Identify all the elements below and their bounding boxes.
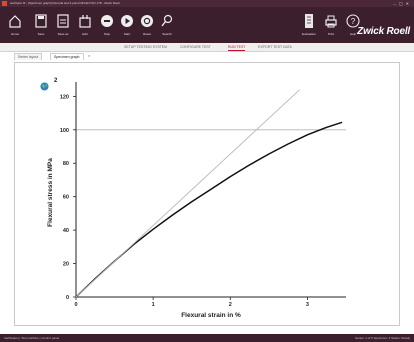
subtab-specimen-graph[interactable]: Specimen graph — [50, 53, 84, 60]
evaluation-label: Evaluation — [301, 32, 316, 36]
print-button[interactable]: Print — [322, 11, 340, 41]
help-button[interactable]: ? Help — [344, 11, 362, 41]
tab-configure-test[interactable]: CONFIGURE TEST — [180, 45, 211, 49]
stress-strain-curve — [75, 121, 343, 298]
workflow-tabs: SETUP TESTING SYSTEM CONFIGURE TEST RUN … — [0, 43, 414, 52]
help-icon: ? — [346, 14, 360, 28]
reset-label: Reset — [143, 32, 151, 36]
svg-text:?: ? — [351, 17, 356, 26]
window-controls[interactable]: –▢✕ — [393, 1, 412, 6]
document-icon — [305, 14, 313, 28]
y-tick-label: 120 — [60, 94, 69, 100]
edit-label: Edit — [82, 32, 88, 36]
save-button[interactable]: Save — [32, 11, 50, 41]
start-label: Start — [123, 32, 131, 36]
help-label: Help — [349, 32, 357, 36]
x-tick-label: 2 — [229, 302, 232, 308]
save-as-button[interactable]: Save as — [54, 11, 72, 41]
brand-logo: Zwick Roell — [357, 26, 410, 37]
home-icon — [9, 15, 21, 28]
globe-icon[interactable] — [40, 82, 49, 91]
title-bar: testXpert III - [Specimen graph] Flexura… — [0, 0, 414, 7]
save-as-icon — [57, 14, 69, 28]
save-as-label: Save as — [57, 32, 69, 36]
status-bar: Verification | Test machine | Control pa… — [0, 334, 414, 342]
printer-icon — [325, 15, 337, 28]
evaluation-button[interactable]: Evaluation — [300, 11, 318, 41]
app-icon — [2, 1, 7, 6]
x-tick-label: 3 — [306, 302, 309, 308]
window-title: testXpert III - [Specimen graph] Flexura… — [10, 1, 120, 5]
home-label: Home — [10, 32, 19, 36]
ribbon-toolbar: Home Save Save as Edit Stop Start Reset … — [0, 7, 414, 43]
x-tick-label: 1 — [152, 302, 155, 308]
tangent-line — [75, 89, 301, 298]
edit-icon — [79, 15, 91, 28]
save-icon — [35, 14, 47, 28]
stop-button[interactable]: Stop — [98, 11, 116, 41]
y-tick-label: 80 — [63, 161, 69, 167]
tab-run-test[interactable]: RUN TEST — [228, 45, 246, 51]
x-tick-label: 0 — [74, 302, 77, 308]
print-label: Print — [327, 32, 335, 36]
graph-panel — [14, 62, 400, 326]
edit-button[interactable]: Edit — [76, 11, 94, 41]
y-tick-label: 40 — [63, 228, 69, 234]
reset-button[interactable]: Reset — [138, 11, 156, 41]
stop-label: Stop — [103, 32, 111, 36]
y-axis-label: Flexural stress in MPa — [47, 158, 54, 227]
subtab-series-layout[interactable]: Series layout — [14, 53, 43, 60]
status-left-text: Verification | Test machine | Control pa… — [4, 336, 60, 340]
status-right-text: Series: 1 of 5 Specimen: 3 Status: Ready — [355, 336, 410, 340]
chart-number: 2 — [54, 78, 58, 84]
reset-icon — [141, 15, 153, 27]
search-icon — [161, 14, 173, 27]
y-tick-label: 20 — [63, 262, 69, 268]
home-button[interactable]: Home — [6, 11, 24, 41]
search-button[interactable]: Search — [158, 11, 176, 41]
close-tab-icon[interactable]: × — [88, 53, 91, 58]
tab-export-test-data[interactable]: EXPORT TEST DATA — [258, 45, 292, 49]
stop-icon — [101, 15, 113, 27]
search-label: Search — [162, 32, 172, 36]
y-tick-label: 100 — [60, 128, 69, 134]
view-tabs: Series layout Specimen graph × — [0, 52, 414, 61]
start-button[interactable]: Start — [118, 11, 136, 41]
tab-setup-testing-system[interactable]: SETUP TESTING SYSTEM — [124, 45, 168, 49]
play-icon — [121, 15, 133, 27]
save-label: Save — [37, 32, 45, 36]
y-tick-label: 60 — [63, 195, 69, 201]
y-tick-label: 0 — [66, 295, 69, 301]
x-axis-label: Flexural strain in % — [181, 312, 241, 319]
